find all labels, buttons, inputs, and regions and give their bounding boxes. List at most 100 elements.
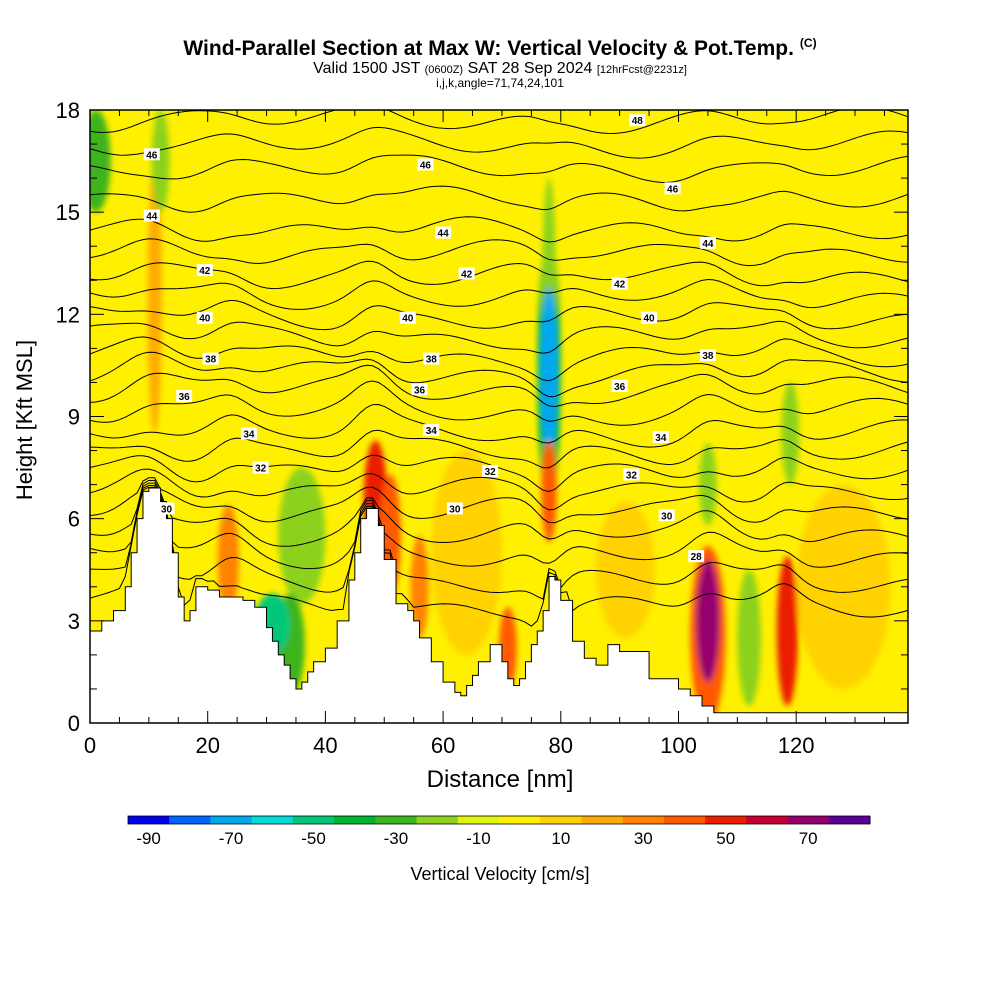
colorbar-swatch — [416, 816, 459, 824]
colorbar-frame — [127, 815, 871, 825]
x-tick-label: 80 — [549, 733, 573, 758]
colorbar-tick-label: 50 — [716, 829, 735, 848]
contour-label: 40 — [641, 311, 658, 325]
contour-label: 38 — [699, 349, 716, 362]
contour-label: 36 — [176, 390, 193, 403]
subtitle-date: SAT 28 Sep 2024 — [467, 60, 593, 77]
subtitle-valid: Valid 1500 JST — [313, 60, 421, 77]
contour-label-text: 44 — [702, 239, 714, 250]
theta-contour-line — [90, 484, 908, 600]
x-axis-label: Distance [nm] — [426, 766, 574, 793]
colorbar-tick-label: -30 — [384, 829, 409, 848]
chart-subtitle: Valid 1500 JST (0600Z) SAT 28 Sep 2024 [… — [0, 60, 1000, 78]
contour-label-text: 34 — [655, 433, 667, 444]
theta-contour-line — [90, 336, 908, 382]
colorbar-swatch — [210, 816, 253, 824]
contour-label-text: 40 — [644, 314, 656, 325]
colorbar-swatch — [499, 816, 541, 824]
theta-contour-line — [90, 486, 908, 627]
chart-title: Wind-Parallel Section at Max W: Vertical… — [0, 36, 1000, 61]
contour-label: 42 — [611, 277, 628, 291]
colorbar-swatch — [292, 816, 335, 824]
theta-contours — [90, 82, 908, 627]
contour-label-text: 46 — [420, 160, 432, 171]
colorbar-tick-label: -70 — [219, 829, 244, 848]
contour-label-text: 38 — [205, 355, 217, 366]
colorbar-swatch — [746, 816, 789, 824]
colorbar-tick-label: 10 — [551, 829, 570, 848]
contour-label-text: 38 — [702, 351, 714, 362]
contour-label-text: 30 — [661, 511, 673, 522]
theta-contour-line — [90, 238, 908, 267]
contour-label: 46 — [143, 148, 160, 161]
contour-label-text: 46 — [667, 184, 679, 195]
contour-label-text: 32 — [255, 464, 267, 475]
chart-title-text: Wind-Parallel Section at Max W: Vertical… — [183, 37, 794, 60]
contour-label: 44 — [435, 226, 452, 240]
x-tick-label: 60 — [431, 733, 455, 758]
y-tick-label: 18 — [56, 98, 80, 123]
velocity-cell — [696, 559, 720, 683]
x-tick-label: 0 — [84, 733, 96, 758]
colorbar-swatch — [622, 816, 665, 824]
y-tick-label: 12 — [56, 302, 80, 327]
contour-label: 42 — [458, 267, 475, 280]
colorbar-swatch — [169, 816, 211, 824]
copyright-mark: (C) — [799, 36, 817, 50]
theta-contour-line — [90, 351, 908, 398]
contour-label: 32 — [482, 464, 499, 478]
theta-contour-line — [90, 477, 908, 524]
y-tick-label: 6 — [68, 507, 80, 532]
theta-contour-line — [90, 429, 908, 469]
colorbar-swatch — [334, 816, 376, 824]
velocity-cell — [596, 501, 655, 638]
theta-contour-line — [90, 299, 908, 331]
contour-label-text: 32 — [485, 467, 497, 478]
contour-label-text: 30 — [161, 504, 173, 515]
contour-label-text: 32 — [626, 470, 638, 481]
contour-label-text: 36 — [614, 382, 626, 393]
theta-contour-line — [90, 216, 908, 243]
colorbar-tick-label: -90 — [136, 829, 161, 848]
colorbar-swatch — [787, 816, 830, 824]
colorbar-swatch — [375, 816, 418, 824]
velocity-cell — [431, 450, 502, 655]
theta-contour-line — [90, 82, 908, 108]
contour-label-text: 44 — [438, 229, 450, 240]
contour-label: 32 — [623, 468, 640, 481]
velocity-cell — [151, 110, 170, 213]
theta-contour-line — [90, 403, 908, 448]
velocity-cell — [737, 569, 761, 706]
contour-label-text: 44 — [146, 212, 158, 223]
section-metadata: i,j,k,angle=71,74,24,101 — [436, 76, 564, 90]
contour-label: 44 — [699, 236, 716, 250]
contour-label: 38 — [423, 352, 440, 366]
contour-label-text: 36 — [414, 385, 426, 396]
velocity-cell — [217, 505, 239, 615]
theta-contour-line — [90, 126, 908, 159]
x-tick-label: 100 — [660, 733, 697, 758]
contour-label: 48 — [629, 114, 646, 127]
velocity-cell — [147, 161, 162, 434]
contour-label: 46 — [417, 158, 434, 171]
velocity-cell — [781, 382, 800, 485]
contour-label: 28 — [688, 550, 705, 563]
velocity-cell — [796, 484, 891, 689]
colorbar-swatch — [581, 816, 624, 824]
velocity-cell — [90, 110, 111, 213]
contour-label: 42 — [196, 264, 213, 277]
contour-label: 30 — [658, 509, 675, 522]
contour-label: 44 — [143, 209, 160, 223]
contour-label: 34 — [652, 430, 669, 444]
colorbar-tick-label: 30 — [634, 829, 653, 848]
colorbar-swatch — [457, 816, 500, 824]
contour-label: 34 — [423, 424, 440, 437]
theta-contour-line — [90, 278, 908, 310]
theta-contour-line — [90, 154, 908, 184]
x-tick-label: 20 — [195, 733, 219, 758]
theta-contour-line — [90, 380, 908, 426]
contour-label: 32 — [252, 461, 269, 475]
contour-label-text: 28 — [691, 552, 703, 563]
contour-label: 40 — [196, 311, 213, 325]
